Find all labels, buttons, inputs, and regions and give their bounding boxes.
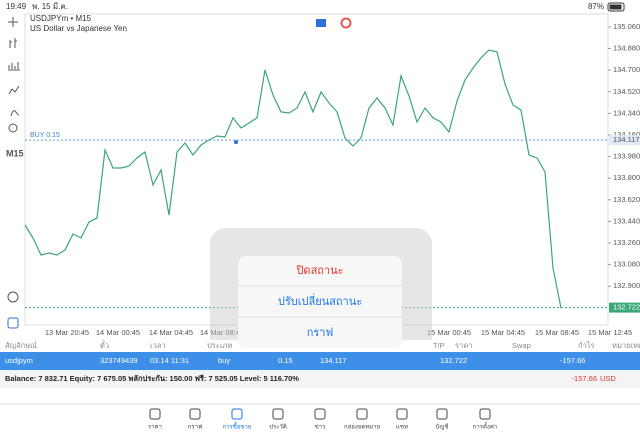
- y-tick-label: 133.080: [613, 260, 640, 269]
- function-tool[interactable]: [10, 110, 19, 117]
- column-header: Swap: [512, 341, 531, 350]
- nav-label[interactable]: การตั้งค่า: [473, 421, 497, 431]
- position-cell: buy: [218, 356, 230, 365]
- nav-label[interactable]: ประวัติ: [269, 424, 287, 431]
- status-time: 19:49: [6, 2, 27, 11]
- y-tick-label: 133.800: [613, 173, 640, 182]
- y-tick-label: 134.340: [613, 108, 640, 117]
- nav-label[interactable]: แชท: [396, 424, 408, 431]
- price-line: [24, 49, 562, 309]
- nav-label[interactable]: บัญชี: [436, 423, 449, 431]
- nav-icon[interactable]: [396, 408, 408, 420]
- position-cell: 132.722: [440, 356, 467, 365]
- position-cell: 134.117: [320, 356, 347, 365]
- nav-label[interactable]: กราฟ: [188, 424, 202, 431]
- y-tick-label: 133.980: [613, 152, 640, 161]
- battery-icon: [607, 2, 625, 12]
- summary-currency: USD: [600, 374, 616, 383]
- chart-symbol: USDJPYm • M15: [30, 14, 92, 23]
- y-tick-label: 134.700: [613, 65, 640, 74]
- summary-text: Balance: 7 832.71 Equity: 7 675.05 พลักป…: [5, 374, 299, 383]
- indicators-tool[interactable]: [8, 62, 20, 71]
- popup-item[interactable]: ปิดสถานะ: [295, 265, 343, 277]
- buy-label: BUY 0.15: [30, 132, 60, 139]
- line-tool[interactable]: [8, 85, 20, 95]
- flag-icon[interactable]: [340, 17, 352, 29]
- entry-marker: [234, 140, 238, 145]
- nav-icon[interactable]: [436, 408, 448, 420]
- objects-tool[interactable]: [8, 123, 18, 133]
- summary-profit: -157.66: [572, 374, 597, 383]
- nav-icon[interactable]: [189, 408, 201, 420]
- summary-bg: [0, 370, 640, 388]
- timeframe[interactable]: M15: [6, 148, 24, 158]
- bid-price-label: 132.722: [613, 303, 640, 312]
- nav-icon[interactable]: [314, 408, 326, 420]
- nav-icon[interactable]: [149, 408, 161, 420]
- nav-icon[interactable]: [356, 408, 368, 420]
- popup-item[interactable]: ปรับเปลี่ยนสถานะ: [278, 293, 362, 308]
- battery-text: 87%: [588, 2, 604, 11]
- x-tick-label: 14 Mar 04:45: [149, 328, 193, 337]
- battery-level: [609, 4, 622, 10]
- x-tick-label: 14 Mar 00:45: [96, 328, 140, 337]
- y-tick-label: 133.620: [613, 195, 640, 204]
- y-tick-label: 134.520: [613, 87, 640, 96]
- x-tick-label: 15 Mar 04:45: [481, 328, 525, 337]
- nav-icon[interactable]: [272, 408, 284, 420]
- column-header: ตั๋ว: [100, 340, 109, 350]
- column-header: ประเภท: [207, 341, 232, 350]
- y-tick-label: 134.880: [613, 44, 640, 53]
- y-tick-label: 134.160: [613, 130, 640, 139]
- column-header: ราคา: [455, 341, 472, 350]
- buy-price-box: [609, 135, 640, 146]
- position-cell: 03.14 11:31: [150, 356, 189, 365]
- column-header: เวลา: [150, 341, 166, 350]
- trade-tool[interactable]: [7, 317, 19, 329]
- status-date: พ. 15 มี.ค.: [32, 2, 68, 11]
- popup-panel: [238, 256, 402, 348]
- left-toolbar: [7, 17, 20, 329]
- chart-description: US Dollar vs Japanese Yen: [30, 24, 127, 33]
- nav-icon[interactable]: [231, 408, 243, 420]
- column-header: กำไร: [578, 341, 595, 350]
- nav-label[interactable]: ข่าว: [315, 424, 326, 431]
- position-cell: 323749439: [100, 356, 138, 365]
- crosshair-tool[interactable]: [8, 17, 18, 27]
- y-tick-label: 133.260: [613, 238, 640, 247]
- buy-price-label: 134.117: [613, 135, 640, 144]
- nav-icon[interactable]: [479, 408, 491, 420]
- nav-label[interactable]: ราคา: [148, 424, 162, 431]
- y-tick-label: 133.440: [613, 216, 640, 225]
- x-tick-label: 15 Mar 12:45: [588, 328, 632, 337]
- x-tick-label: 15 Mar 08:45: [535, 328, 579, 337]
- x-tick-label: 14 Mar 08:45: [200, 328, 244, 337]
- nav-label[interactable]: การซื้อขาย: [223, 421, 252, 431]
- x-tick-label: 13 Mar 20:45: [45, 328, 89, 337]
- nav-label[interactable]: กล่องจดหมาย: [344, 424, 380, 431]
- bid-price-box: [609, 302, 640, 313]
- clock-tool[interactable]: [7, 291, 19, 303]
- column-header: สัญลักษณ์: [5, 341, 37, 350]
- position-cell: 0.15: [278, 356, 293, 365]
- column-header: T/P: [433, 341, 445, 350]
- column-header: หมายเหตุ: [612, 341, 640, 350]
- y-tick-label: 132.900: [613, 281, 640, 290]
- x-tick-label: 15 Mar 00:45: [427, 328, 471, 337]
- popup-item[interactable]: กราฟ: [307, 327, 334, 339]
- candles-tool[interactable]: [9, 38, 17, 48]
- flag-icon[interactable]: [316, 19, 326, 27]
- y-tick-label: 135.060: [613, 22, 640, 31]
- position-cell: usdjpym: [5, 356, 33, 365]
- position-row-bg[interactable]: [0, 352, 640, 370]
- position-cell: -157.66: [560, 356, 585, 365]
